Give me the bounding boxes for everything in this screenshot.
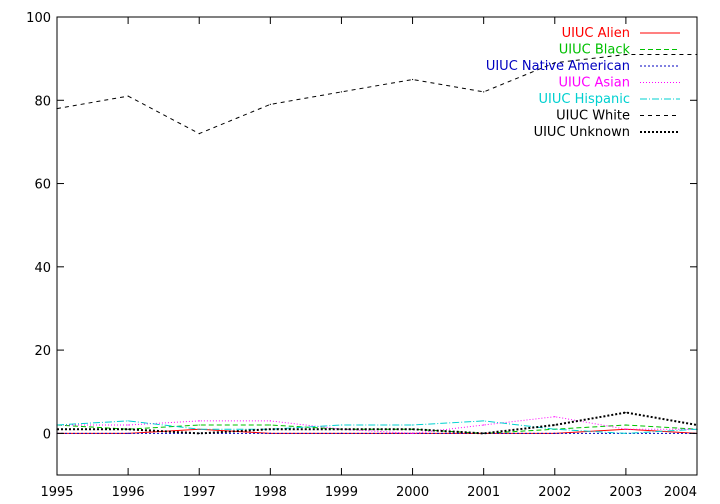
data-point [127,420,129,422]
x-tick-label: 1995 [40,485,73,500]
y-tick-label: 20 [34,344,51,359]
data-point [625,411,627,414]
x-tick-label: 2001 [467,485,500,500]
plot-frame [56,16,698,476]
data-point [269,424,271,426]
legend-label: UIUC Native American [486,59,630,74]
data-point [127,424,129,426]
data-point [554,432,556,434]
y-tick-label: 60 [34,178,51,193]
series-line-5 [56,420,698,434]
series-line-7 [57,411,698,435]
data-point [340,91,342,93]
data-point [483,424,485,426]
data-point [198,133,200,135]
data-point [625,432,627,434]
data-point [554,424,556,426]
y-tick-label: 100 [26,11,51,26]
data-point [340,428,342,430]
data-point [625,53,627,56]
x-tick-label: 2002 [538,485,571,500]
data-point [269,428,271,430]
data-point [269,103,271,105]
legend-label: UIUC White [556,109,630,124]
data-point [412,78,414,81]
data-point [625,424,627,426]
data-point [198,420,200,422]
x-tick-label: 1999 [325,485,358,500]
legend-label: UIUC Asian [558,76,630,91]
data-point [340,432,342,434]
data-point [483,420,485,422]
data-point [127,428,129,430]
data-point [127,432,129,434]
legend-label: UIUC Black [559,43,631,58]
x-tick-label: 2003 [609,485,642,500]
x-tick-label: 2000 [396,485,429,500]
series-line-6 [56,54,697,135]
y-tick-label: 0 [43,427,51,442]
data-point [198,424,200,426]
data-point [340,424,342,426]
data-point [412,428,414,430]
x-tick-label: 1997 [183,485,216,500]
data-point [625,428,627,430]
legend-label: UIUC Alien [562,26,630,41]
y-tick-label: 80 [34,94,51,109]
data-point [554,62,556,64]
data-point [483,432,485,434]
legend-label: UIUC Hispanic [539,92,630,107]
data-point [412,432,414,434]
ticks-layer: 0 20 40 60 80 100 1995 1996 1997 1998 1999 2000 2001… [26,11,698,500]
data-point [269,432,271,434]
data-point [198,428,200,430]
y-tick-label: 40 [34,261,51,276]
data-point [269,420,271,422]
data-point [483,91,485,93]
data-point [127,95,129,97]
series-layer [56,53,698,435]
data-point [412,424,414,426]
data-point [554,428,556,430]
legend-label: UIUC Unknown [534,125,630,140]
x-tick-label: 2004 [664,485,697,500]
data-point [198,432,200,434]
x-tick-label: 1998 [254,485,287,500]
data-point [554,416,556,418]
x-tick-label: 1996 [112,485,145,500]
